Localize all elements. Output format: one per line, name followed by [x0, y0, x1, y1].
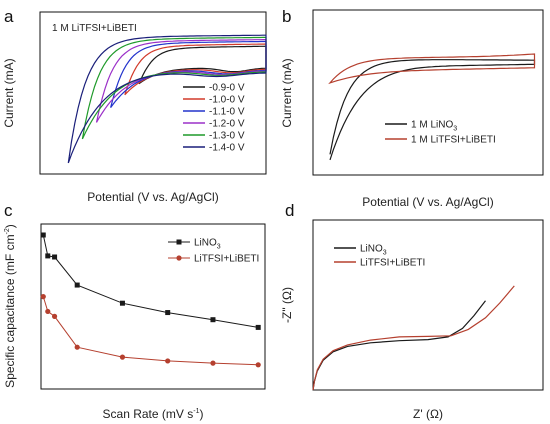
panel-c-legend: LiNO3 LiTFSI+LiBETI — [168, 238, 259, 265]
panel-d-x-axis-label: Z' (Ω) — [413, 407, 443, 421]
panel-c-legend-marker — [176, 255, 182, 261]
panel-b-x-axis-label: Potential (V vs. Ag/AgCl) — [362, 195, 493, 209]
panel-a-cv-curve — [138, 45, 267, 85]
panel-c-series-line — [42, 234, 259, 328]
panel-c-data-point — [52, 254, 58, 260]
panel-c-data-point — [51, 313, 58, 319]
panel-b-legend: 1 M LiNO3 1 M LiTFSI+LiBETI — [385, 120, 496, 146]
panel-d-curves — [312, 285, 515, 391]
panel-label-b: b — [282, 7, 291, 26]
panel-d-legend-label: LiTFSI+LiBETI — [360, 258, 425, 269]
panel-d-legend-label: LiNO3 — [360, 244, 387, 257]
panel-d-y-axis-label: -Z" (Ω) — [280, 287, 294, 323]
panel-a-legend-label: -1.1-0 V — [209, 107, 245, 118]
panel-c-data-point — [255, 362, 261, 368]
panel-a-x-axis-label: Potential (V vs. Ag/AgCl) — [87, 190, 218, 204]
panel-a-cv-curve — [67, 34, 267, 164]
panel-c-data-point — [45, 253, 51, 259]
panel-a-y-axis-label: Current (mA) — [2, 58, 16, 127]
panel-a-legend: -0.9-0 V-1.0-0 V-1.1-0 V-1.2-0 V-1.3-0 V… — [183, 83, 245, 154]
panel-label-c: c — [4, 201, 13, 220]
panel-b: b 1 M LiNO3 1 M LiTFSI+LiBETI Potential (… — [280, 7, 544, 209]
panel-c-data-point — [45, 308, 51, 315]
panel-b-legend-label: 1 M LiNO3 — [411, 120, 457, 133]
panel-c-data-point — [255, 324, 261, 330]
panel-c-legend-label: LiNO3 — [194, 238, 221, 251]
panel-label-a: a — [4, 7, 14, 26]
panel-d-nyquist-curve — [312, 300, 486, 391]
panel-c-curves — [40, 232, 261, 368]
panel-b-y-axis-label: Current (mA) — [280, 58, 294, 127]
panel-a-legend-label: -1.4-0 V — [209, 143, 245, 154]
panel-c-legend-marker — [176, 239, 182, 245]
panel-c-data-point — [210, 360, 216, 366]
panel-a-curves — [67, 34, 267, 164]
panel-a-legend-label: -0.9-0 V — [209, 83, 245, 94]
panel-c-data-point — [210, 317, 216, 323]
panel-d-frame — [312, 219, 544, 391]
panel-label-d: d — [285, 201, 294, 220]
panel-c-data-point — [119, 354, 126, 360]
panel-c-data-point — [119, 300, 125, 306]
panel-c-frame — [40, 223, 266, 390]
panel-a: a 1 M LiTFSI+LiBETI -0.9-0 V-1.0-0 V-1.1… — [2, 7, 267, 204]
panel-a-legend-label: -1.0-0 V — [209, 95, 245, 106]
panel-b-frame — [312, 9, 544, 176]
panel-c-data-point — [165, 358, 171, 364]
panel-c-data-point — [40, 294, 46, 300]
panel-c-data-point — [165, 310, 171, 316]
panel-b-legend-label: 1 M LiTFSI+LiBETI — [411, 135, 496, 146]
panel-c-series-line — [42, 296, 259, 366]
panel-c-y-axis-label: Specific capacitance (mF cm-2) — [3, 224, 17, 388]
panel-d-nyquist-curve — [312, 285, 515, 391]
panel-c-data-point — [74, 282, 80, 288]
panel-b-cv-curve-litfsi — [328, 53, 536, 85]
panel-b-curves — [328, 53, 536, 161]
panel-c-data-point — [40, 232, 46, 238]
panel-c-legend-label: LiTFSI+LiBETI — [194, 254, 259, 265]
panel-a-annotation: 1 M LiTFSI+LiBETI — [52, 23, 137, 34]
panel-a-legend-label: -1.2-0 V — [209, 119, 245, 130]
panel-a-frame — [39, 11, 267, 175]
panel-a-legend-label: -1.3-0 V — [209, 131, 245, 142]
panel-c-x-axis-label: Scan Rate (mV s-1) — [103, 407, 204, 421]
panel-c-data-point — [74, 344, 80, 350]
